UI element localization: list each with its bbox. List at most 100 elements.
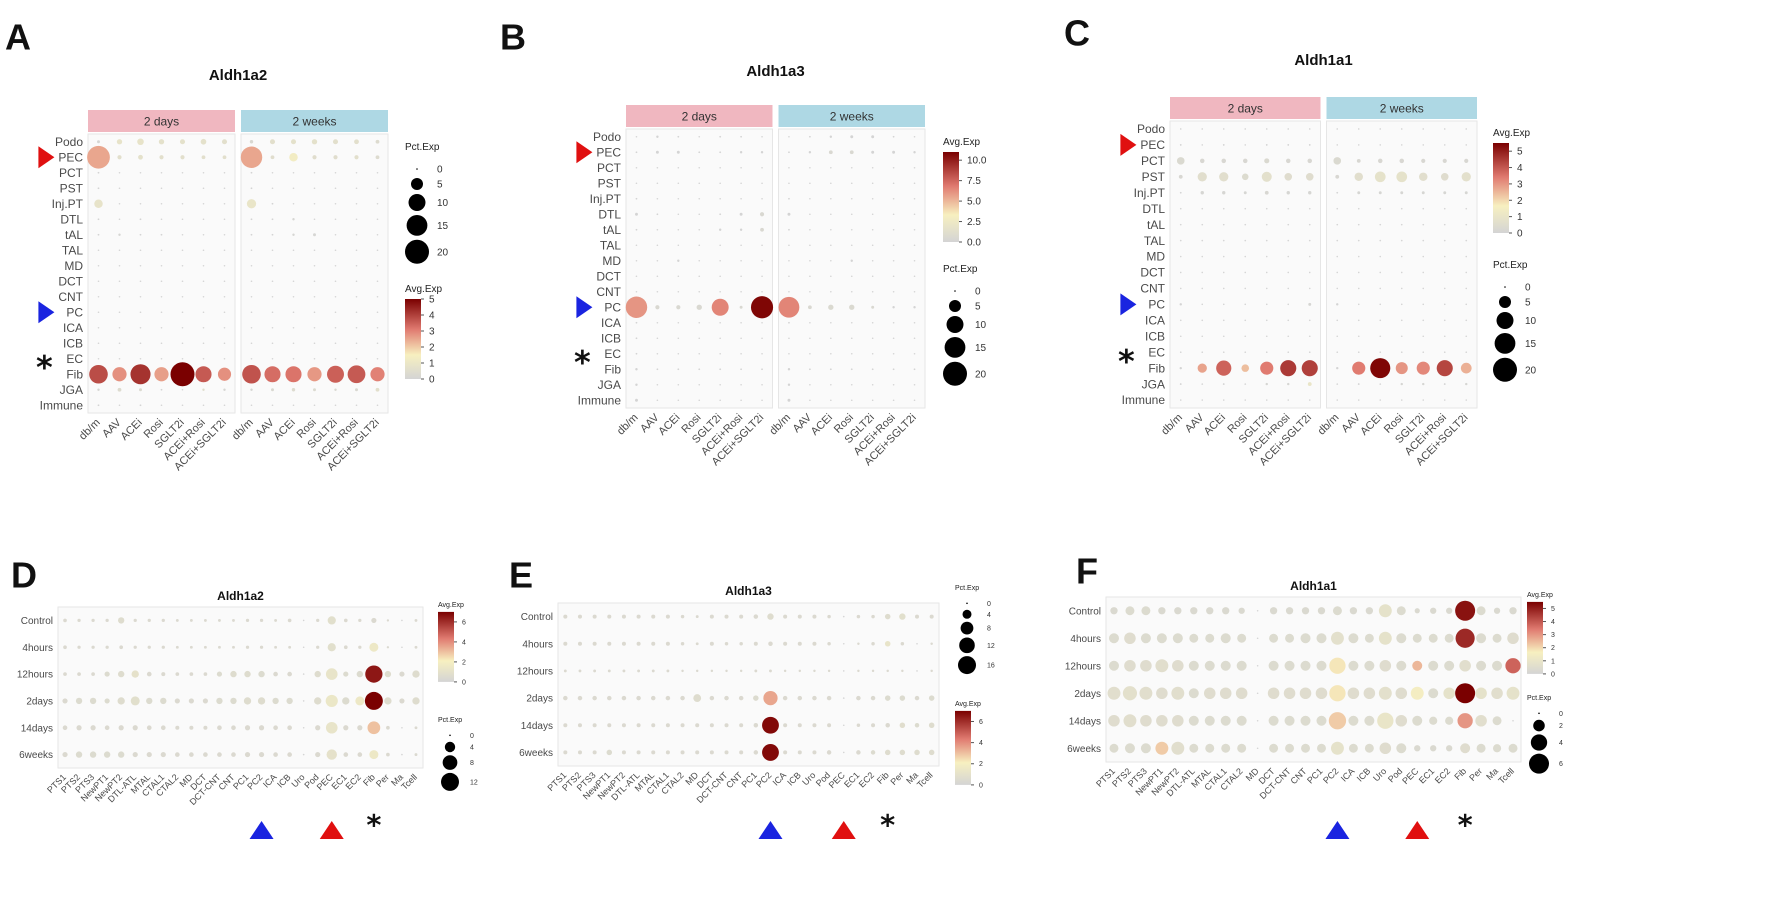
panel-d-dot-4hours-md: [189, 645, 193, 649]
panel-b-dot-tal-rosi-2-days: [698, 228, 701, 231]
panel-f-dot-12hours-mtal: [1204, 660, 1215, 671]
panel-d-dot-2days-pec: [325, 694, 338, 708]
panel-b-dot-dct-db-m-2-days: [635, 275, 638, 278]
panel-e-dot-12hours-pc2: [769, 669, 772, 673]
panel-c-dot-fib-acei-sglt2i-2-days: [1301, 360, 1318, 377]
panel-a-dot-podo-acei-2-days: [137, 138, 144, 146]
panel-f-dot-control-pc2: [1332, 606, 1342, 616]
panel-f-dot-6weeks-icb: [1364, 743, 1374, 753]
panel-e-dot-control-pc2: [767, 613, 774, 620]
panel-a-dot-fib-sglt2i-2-days: [170, 362, 195, 387]
panel-a-dot-pst-sglt2i-2-weeks: [334, 187, 337, 190]
panel-e-red-marker: [831, 821, 856, 839]
color-legend-title: Avg.Exp: [1527, 592, 1553, 599]
panel-a-y-tick-immune: Immune: [40, 398, 84, 412]
panel-f-dot-2days-pts1: [1107, 686, 1121, 700]
panel-f-dot-2days-pc1: [1315, 687, 1328, 700]
panel-a-dot-immune-aav-2-weeks: [271, 404, 274, 407]
size-legend-title: Pct.Exp: [943, 264, 978, 275]
panel-c-dot-pst-acei-rosi-2-days: [1284, 173, 1293, 181]
panel-b-dot-fib-db-m-2-weeks: [787, 368, 791, 371]
panel-f-dot-2days-dtl-atl: [1188, 688, 1199, 699]
panel-c-dot-jga-acei-2-days: [1222, 383, 1225, 385]
size-legend-dot: [1533, 719, 1545, 732]
panel-e-color-legend: Avg.Exp 6 4 2 0: [955, 701, 983, 789]
panel-a-dot-tal-rosi-2-weeks: [313, 249, 316, 252]
panel-f-dot-12hours-pc2: [1329, 657, 1346, 674]
panel-e-dot-2days-ctal1: [665, 695, 671, 701]
panel-f-dot-6weeks-tcell: [1508, 743, 1518, 753]
panel-c-dot-podo-acei-rosi-2-days: [1287, 128, 1290, 130]
panel-f-dot-6weeks-fib: [1460, 743, 1471, 754]
panel-c-dot-pc-db-m-2-weeks: [1336, 303, 1339, 306]
panel-b-dot-immune-aav-2-days: [656, 399, 659, 402]
panel-a-dot-cnt-acei-rosi-2-days: [202, 295, 205, 298]
panel-a-dot-dtl-sglt2i-2-days: [181, 218, 184, 221]
panel-c-dot-pst-sglt2i-2-days: [1261, 171, 1272, 182]
panel-e-dot-control-pc1: [753, 614, 759, 619]
panel-c-dot-dct-db-m-2-days: [1179, 271, 1182, 274]
panel-c-dot-dtl-db-m-2-days: [1179, 207, 1182, 210]
panel-b-dot-podo-acei-2-weeks: [829, 135, 833, 138]
panel-d-dot-14days-ec2: [357, 725, 363, 731]
panel-d-dot-14days-per: [386, 725, 390, 730]
panel-f-x-tick-fib: Fib: [1452, 766, 1468, 782]
panel-d-dot-control-pc2: [259, 618, 264, 623]
panel-a-dot-jga-db-m-2-weeks: [250, 388, 253, 391]
panel-d-dot-6weeks-cnt: [231, 752, 236, 757]
panel-f-dot-2days-uro: [1378, 686, 1392, 700]
panel-e-dot-2days-fib: [884, 695, 891, 701]
panel-b-dot-icb-sglt2i-2-days: [719, 337, 721, 340]
panel-a-dot-inj-pt-acei-2-days: [139, 202, 142, 205]
size-legend-title: Pct.Exp: [955, 585, 979, 592]
panel-f-y-tick-2days: 2days: [1074, 689, 1101, 700]
panel-f-dot-12hours-fib: [1459, 659, 1471, 672]
panel-a-dot-ica-acei-rosi-2-weeks: [355, 326, 358, 329]
panel-f-dot-12hours-newpt2: [1172, 659, 1184, 672]
panel-b-dot-pec-db-m-2-weeks: [788, 151, 790, 154]
panel-c-dot-jga-db-m-2-weeks: [1336, 383, 1339, 385]
panel-e-dot-14days-icb: [797, 723, 802, 728]
panel-a-dot-jga-rosi-2-weeks: [313, 388, 316, 392]
panel-e-dot-control-dct-cnt: [724, 614, 729, 619]
panel-d-dot-6weeks-ec2: [357, 752, 363, 757]
panel-d-dot-2days-newpt1: [104, 698, 110, 704]
panel-b-dot-inj-pt-acei-rosi-2-weeks: [892, 197, 895, 200]
color-legend-label: 5: [429, 295, 435, 306]
color-legend-bar: [438, 611, 454, 682]
panel-d-dot-12hours-dtl-atl: [131, 670, 139, 678]
panel-c-dot-jga-aav-2-weeks: [1357, 383, 1360, 385]
panel-d-dot-control-pc1: [245, 618, 250, 623]
panel-e-dot-control-icb: [797, 614, 802, 619]
panel-f-dot-12hours-ctal2: [1236, 660, 1247, 671]
panel-b-y-tick-cnt: CNT: [596, 285, 621, 299]
panel-c-dot-podo-db-m-2-days: [1179, 128, 1182, 130]
panel-e-dot-12hours-pc1: [754, 669, 758, 673]
panel-f-dot-14days-newpt2: [1172, 714, 1184, 727]
panel-f-dot-2days-icb: [1363, 687, 1376, 700]
panel-b-dot-inj-pt-sglt2i-2-days: [719, 197, 721, 200]
panel-b-dot-pc-db-m-2-weeks: [778, 296, 800, 318]
panel-b-dot-md-aav-2-days: [656, 259, 659, 262]
panel-a-y-tick-ec: EC: [66, 352, 83, 366]
panel-b-dot-jga-aav-2-days: [656, 383, 659, 386]
color-legend-label: 5: [1517, 147, 1523, 158]
panel-f-dot-2days-pts2: [1122, 686, 1138, 701]
panel-c-dot-ec-acei-rosi-2-weeks: [1443, 351, 1446, 353]
panel-b-dot-md-acei-rosi-2-days: [740, 259, 742, 262]
panel-b-y-tick-tal: TAL: [600, 238, 621, 252]
panel-c-dot-pc-acei-rosi-2-weeks: [1443, 303, 1446, 306]
color-legend-title: Avg.Exp: [943, 137, 980, 148]
panel-a-facet-strip-2-days: [88, 110, 235, 132]
panel-d-dot-4hours-dct-cnt: [218, 645, 221, 649]
color-legend-label: 2: [429, 343, 435, 354]
panel-c-dot-dct-acei-2-weeks: [1379, 271, 1382, 274]
size-legend-label: 0: [987, 601, 991, 608]
panel-b-dot-icb-acei-rosi-2-weeks: [892, 337, 895, 340]
panel-e-dot-12hours-pod: [827, 669, 831, 673]
panel-d-dot-2days-uro: [302, 700, 305, 702]
panel-b-dot-jga-sglt2i-2-weeks: [871, 383, 874, 386]
panel-c-red-marker: [1120, 133, 1137, 156]
panel-a-dot-podo-acei-rosi-2-weeks: [354, 139, 359, 145]
panel-c-dot-podo-aav-2-weeks: [1357, 128, 1360, 130]
